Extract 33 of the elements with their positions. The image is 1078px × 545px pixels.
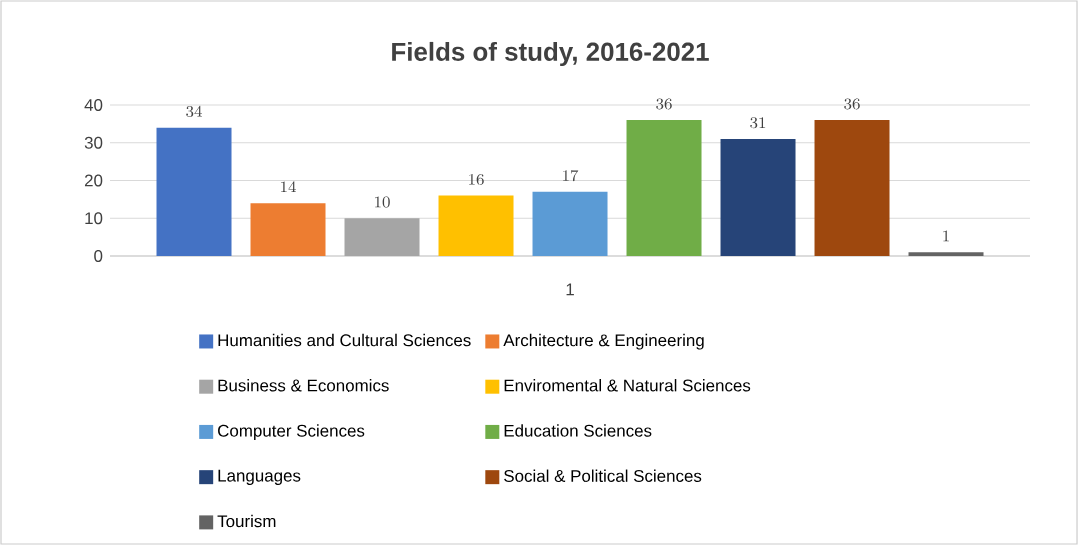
legend-label: Languages [218,469,301,485]
bar [344,218,420,257]
legend-label: Education Sciences [504,424,652,437]
bar [532,191,608,257]
bar [814,120,890,257]
data-label: 14 [281,181,296,193]
legend-label: Computer Sciences [218,424,365,441]
y-tick-label: 40 [84,99,103,111]
data-label: 17 [563,170,579,182]
bar [626,120,702,257]
bar [908,252,984,257]
legend-label: Business & Economics [218,379,389,392]
bar [438,195,514,257]
legend-label: Enviromental & Natural Sciences [504,379,751,392]
data-label: 10 [375,196,390,208]
bar [250,203,326,257]
bar [720,138,796,257]
legend-label: Architecture & Engineering [503,333,704,350]
chart-title: Fields of study, 2016-2021 [392,41,709,67]
y-tick-label: 20 [84,174,103,187]
legend-label: Tourism [217,514,276,528]
y-tick-label: 30 [84,136,103,149]
y-tick-label: 0 [94,250,103,262]
data-label: 34 [186,105,202,117]
data-label: 31 [750,117,766,129]
y-tick-label: 10 [85,212,103,225]
legend-label: Social & Political Sciences [504,469,702,482]
legend-label: Humanities and Cultural Sciences [218,333,471,347]
data-label: 1 [943,230,949,242]
data-label: 36 [656,98,672,110]
data-label: 36 [844,98,860,110]
bar [156,127,232,257]
data-label: 16 [469,173,484,185]
